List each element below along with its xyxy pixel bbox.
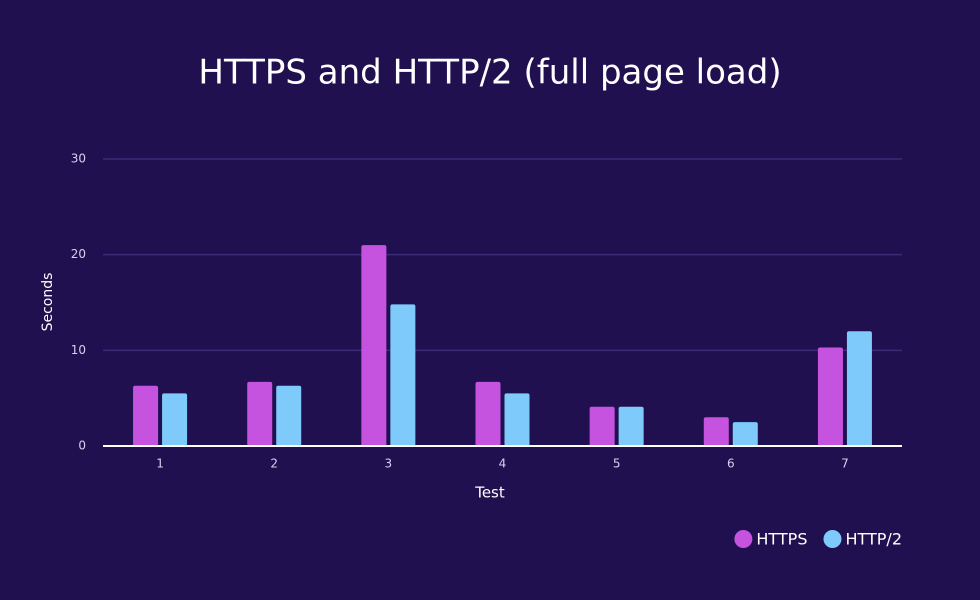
bar <box>732 422 758 446</box>
bar <box>475 381 501 446</box>
bar <box>361 245 387 446</box>
legend-swatch <box>823 530 842 548</box>
legend-label: HTTP/2 <box>845 530 902 549</box>
bar <box>247 381 273 446</box>
legend-label: HTTPS <box>756 530 807 549</box>
bar <box>703 417 729 446</box>
x-tick-label: 7 <box>841 457 849 471</box>
y-tick-label: 20 <box>71 247 86 261</box>
bar <box>589 406 615 446</box>
bar <box>162 393 188 446</box>
x-tick-label: 4 <box>499 457 507 471</box>
x-tick-label: 5 <box>613 457 621 471</box>
y-tick-label: 0 <box>78 439 86 453</box>
bar <box>276 385 302 446</box>
x-tick-label: 1 <box>156 457 164 471</box>
y-tick-label: 10 <box>71 343 86 357</box>
y-axis-label: Seconds <box>40 273 56 332</box>
y-tick-label: 30 <box>71 152 86 166</box>
x-tick-label: 3 <box>385 457 393 471</box>
bar <box>846 331 872 446</box>
bar <box>504 393 530 446</box>
legend-swatch <box>734 530 753 548</box>
x-tick-label: 6 <box>727 457 735 471</box>
bar <box>390 304 416 446</box>
bar <box>133 385 159 446</box>
chart-title: HTTPS and HTTP/2 (full page load) <box>198 53 781 93</box>
x-axis-label: Test <box>474 484 505 502</box>
bar <box>817 347 843 446</box>
bar <box>618 406 644 446</box>
x-tick-label: 2 <box>270 457 278 471</box>
